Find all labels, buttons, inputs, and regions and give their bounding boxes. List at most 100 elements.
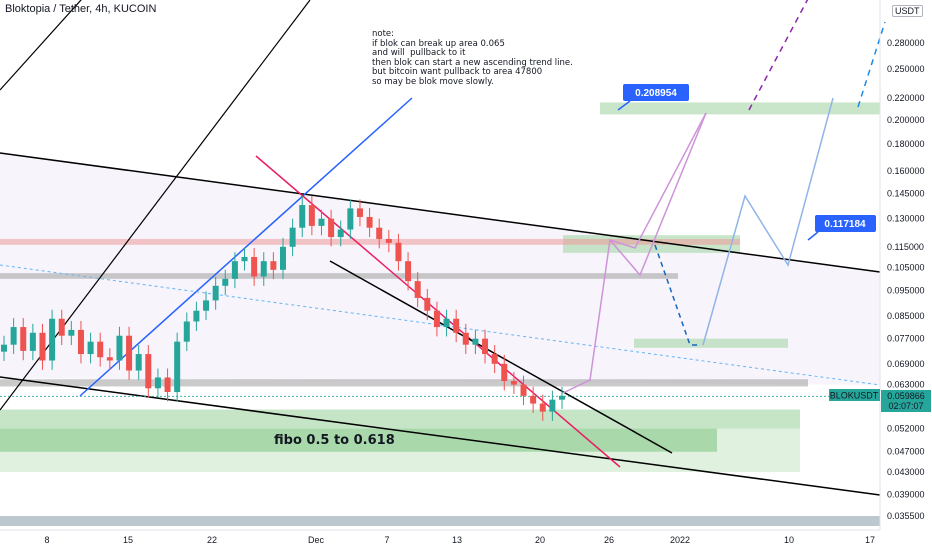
y-tick-label: 0.105000 (887, 263, 925, 273)
candle (1, 335, 7, 362)
zone-resistance (0, 379, 808, 387)
candle (58, 309, 65, 346)
candle (10, 318, 17, 355)
candle (491, 345, 498, 374)
x-tick-label: 20 (535, 535, 545, 545)
candle (559, 386, 565, 410)
candle (68, 320, 75, 346)
projection-blue-dashed (857, 21, 886, 108)
price-badge (881, 390, 931, 412)
note-annotation: note: if blok can break up area 0.065 an… (372, 29, 573, 87)
candle (231, 252, 238, 289)
callout-upper-label: 0.208954 (635, 88, 677, 99)
currency-selector[interactable]: USDT (892, 5, 923, 17)
trendline-dotted (0, 264, 881, 386)
y-tick-label: 0.069000 (887, 359, 925, 369)
y-tick-label: 0.063000 (887, 380, 925, 390)
x-tick-label: 8 (44, 535, 49, 545)
zone-fibo (0, 428, 717, 452)
candle (126, 326, 133, 380)
x-tick-label: 10 (784, 535, 794, 545)
candle (433, 301, 440, 337)
y-tick-label: 0.130000 (887, 214, 925, 224)
x-tick-label: 2022 (670, 535, 690, 545)
y-tick-label: 0.047000 (887, 447, 925, 457)
projection-purple-arrow (609, 112, 707, 249)
candle (251, 247, 258, 286)
zone-support (0, 409, 800, 429)
x-tick-label: 22 (207, 535, 217, 545)
y-tick-label: 0.220000 (887, 93, 925, 103)
trendline-blue (79, 97, 413, 397)
channel-line-left (0, 0, 82, 91)
candle (77, 320, 84, 364)
y-tick-label: 0.280000 (887, 38, 925, 48)
zone-target (600, 102, 880, 115)
candle (501, 354, 508, 391)
candle (212, 276, 219, 310)
x-tick-label: Dec (308, 535, 325, 545)
zone-bottom-strip (0, 516, 880, 526)
candle (39, 323, 46, 370)
candle (87, 332, 94, 364)
candle (356, 199, 363, 227)
candle (337, 220, 344, 247)
candle (145, 345, 152, 398)
channel-band (0, 153, 880, 385)
y-tick-label: 0.200000 (887, 115, 925, 125)
candle (385, 229, 392, 253)
zone-retest (634, 338, 788, 348)
price-countdown: 02:07:07 (888, 401, 923, 411)
candle (347, 199, 354, 239)
x-tick-label: 7 (384, 535, 389, 545)
zone-support-band (0, 409, 800, 473)
candle (376, 218, 383, 249)
candle (472, 329, 479, 355)
y-tick-label: 0.250000 (887, 64, 925, 74)
candle (164, 368, 171, 402)
zone-resistance (0, 238, 740, 245)
x-tick-label: 13 (452, 535, 462, 545)
candle (414, 272, 421, 308)
trendline-upper (0, 152, 881, 273)
candle (116, 326, 123, 370)
candle (328, 209, 335, 247)
candle (318, 209, 325, 236)
callout-mid-box (815, 215, 876, 232)
x-tick-label: 17 (865, 535, 875, 545)
candle (289, 218, 296, 257)
projection-blue (702, 97, 834, 346)
candle (405, 252, 412, 291)
y-tick-label: 0.085000 (887, 311, 925, 321)
candle (395, 233, 402, 271)
candle (29, 323, 36, 361)
fibo-zone-label: fibo 0.5 to 0.618 (274, 433, 395, 448)
zone-resistance (0, 273, 678, 279)
candle (443, 309, 450, 337)
callout-mid-label: 0.117184 (824, 219, 866, 230)
callout-upper-box (623, 84, 689, 101)
candle (135, 345, 142, 380)
y-tick-label: 0.180000 (887, 139, 925, 149)
candle (97, 332, 104, 367)
candle (222, 269, 229, 296)
symbol-badge (829, 389, 880, 401)
y-tick-label: 0.035500 (887, 511, 925, 521)
candle (462, 323, 469, 355)
candle (453, 309, 460, 343)
y-tick-label: 0.077000 (887, 334, 925, 344)
candle (482, 329, 489, 364)
candle (299, 196, 306, 238)
candle (20, 318, 27, 361)
price-value: 0.059866 (887, 391, 925, 401)
projection-dashed-down (654, 244, 700, 346)
candle (539, 394, 546, 421)
y-tick-label: 0.043000 (887, 467, 925, 477)
candle (49, 309, 56, 370)
trendline-descending (329, 260, 673, 454)
candle (530, 386, 537, 413)
candle (366, 207, 373, 238)
candle (308, 196, 315, 236)
